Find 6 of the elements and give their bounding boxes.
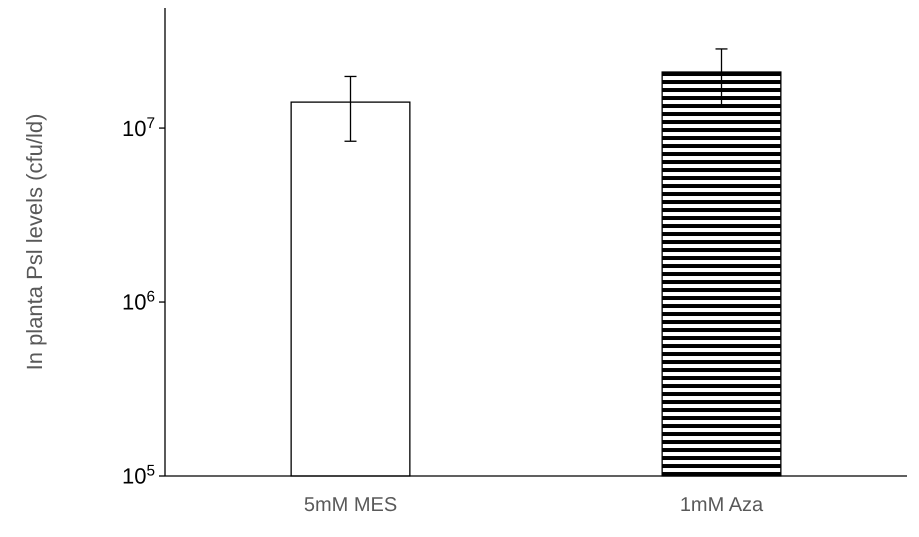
x-tick-label: 5mM MES	[304, 494, 398, 516]
y-tick-label: 10$^{5}$	[122, 462, 155, 489]
y-axis-title: In planta Psl levels (cfu/ld)	[22, 114, 47, 370]
y-tick-label: 10$^{7}$	[122, 114, 155, 141]
y-tick-label: 10$^{6}$	[122, 288, 155, 315]
x-tick-label: 1mM Aza	[680, 494, 764, 516]
